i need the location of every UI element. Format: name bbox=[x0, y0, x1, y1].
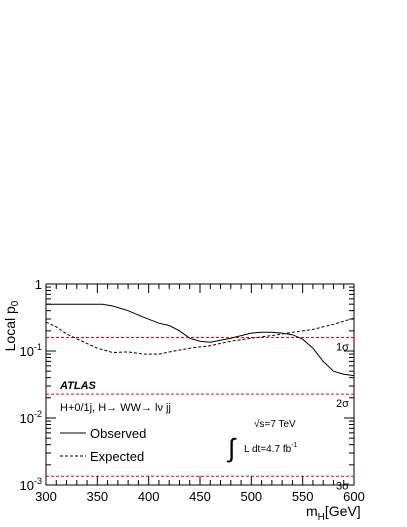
x-axis-label: mH[GeV] bbox=[306, 503, 361, 523]
sigma-label-3: 3σ bbox=[336, 480, 349, 492]
series-layer bbox=[45, 303, 355, 377]
series-expected-line bbox=[45, 317, 355, 355]
lumi-label: L dt=4.7 fb-1 bbox=[244, 442, 298, 455]
x-tick-label: 500 bbox=[240, 489, 262, 504]
legend-observed-label: Observed bbox=[90, 426, 146, 441]
y-tick-label: 1 bbox=[35, 277, 42, 292]
channel-label: H+0/1j, H→ WW→ lν jj bbox=[60, 402, 171, 414]
series-observed-line bbox=[46, 303, 355, 377]
sigma-lines: 1σ 2σ 3σ bbox=[46, 337, 354, 492]
y-tick-label: 10-3 bbox=[20, 476, 42, 493]
x-axis-label-unit: [GeV] bbox=[325, 503, 361, 519]
energy-label: √s=7 TeV bbox=[254, 418, 296, 430]
x-axis-label-sub: H bbox=[318, 512, 325, 523]
integral-sign: ∫ bbox=[226, 433, 237, 463]
y-tick-label: 10-1 bbox=[20, 342, 42, 359]
y-axis-label-sub: 0 bbox=[10, 300, 21, 306]
x-tick-label: 550 bbox=[292, 489, 314, 504]
x-tick-label: 450 bbox=[189, 489, 211, 504]
y-tick-label: 10-2 bbox=[20, 409, 42, 426]
atlas-label: ATLAS bbox=[59, 380, 97, 392]
x-tick-label: 400 bbox=[138, 489, 160, 504]
ticks-layer bbox=[45, 283, 355, 486]
sigma-label-1: 1σ bbox=[336, 342, 349, 354]
x-tick-label: 600 bbox=[343, 489, 365, 504]
y-axis-label: Local p0 bbox=[2, 300, 21, 351]
tick-labels: 300 350 400 450 500 550 600 1 10-1 10-2 10-3 bbox=[20, 277, 365, 504]
x-tick-label: 300 bbox=[35, 489, 57, 504]
legend-expected-label: Expected bbox=[90, 449, 144, 464]
sigma-label-2: 2σ bbox=[336, 398, 349, 410]
x-tick-label: 350 bbox=[86, 489, 108, 504]
lumi-exponent: -1 bbox=[291, 442, 297, 449]
